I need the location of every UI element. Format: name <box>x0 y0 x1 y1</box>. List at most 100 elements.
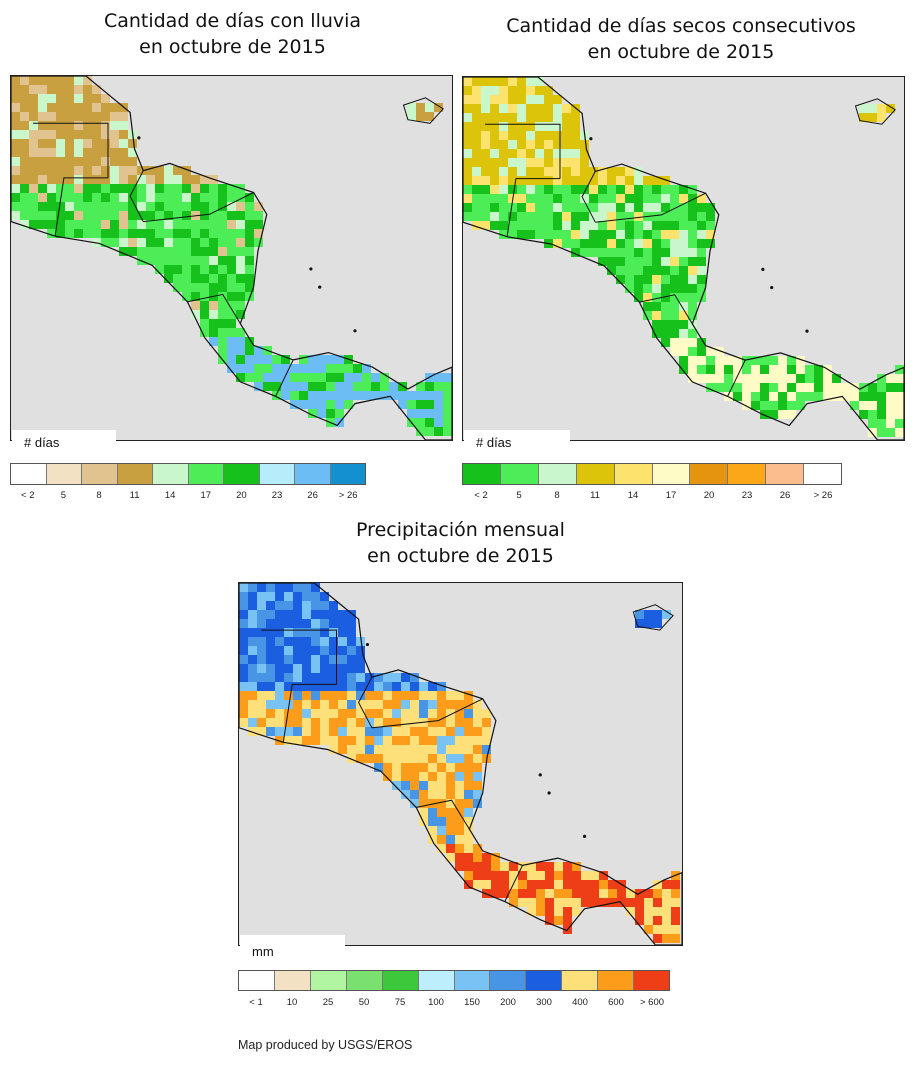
grid-cell <box>437 691 446 700</box>
grid-cell <box>580 203 589 212</box>
grid-cell <box>895 401 904 410</box>
grid-cell <box>553 194 562 203</box>
grid-cell <box>671 880 680 889</box>
grid-cell <box>644 916 653 925</box>
grid-cell <box>308 373 317 382</box>
grid-cell <box>356 673 365 682</box>
grid-cell <box>508 77 517 86</box>
grid-cell <box>671 907 680 916</box>
grid-cell <box>266 664 275 673</box>
grid-cell <box>311 628 320 637</box>
grid-cell <box>428 682 437 691</box>
grid-cell <box>284 709 293 718</box>
grid-cell <box>326 400 335 409</box>
grid-cell <box>787 383 796 392</box>
grid-cell <box>137 220 146 229</box>
grid-cell <box>635 907 644 916</box>
grid-cell <box>796 365 805 374</box>
grid-cell <box>254 238 263 247</box>
grid-cell <box>38 76 47 85</box>
grid-cell <box>254 364 263 373</box>
grid-cell <box>302 718 311 727</box>
grid-cell <box>74 112 83 121</box>
grid-cell <box>248 646 257 655</box>
grid-cell <box>56 76 65 85</box>
grid-cell <box>463 131 472 140</box>
grid-cell <box>65 121 74 130</box>
grid-cell <box>236 202 245 211</box>
grid-cell <box>544 230 553 239</box>
legend-tick-label: 10 <box>286 997 298 1008</box>
grid-cell <box>74 184 83 193</box>
grid-cell <box>499 140 508 149</box>
grid-cell <box>227 364 236 373</box>
grid-cell <box>571 212 580 221</box>
grid-cell <box>491 853 500 862</box>
grid-cell <box>248 619 257 628</box>
legend-swatch <box>562 971 599 990</box>
grid-cell <box>437 781 446 790</box>
grid-cell <box>155 193 164 202</box>
grid-cell <box>545 871 554 880</box>
grid-cell <box>634 257 643 266</box>
grid-cell <box>392 781 401 790</box>
grid-cell <box>119 229 128 238</box>
grid-cell <box>625 257 634 266</box>
grid-cell <box>329 745 338 754</box>
map3-title-line2: en octubre de 2015 <box>367 545 554 567</box>
grid-cell <box>110 193 119 202</box>
grid-cell <box>517 185 526 194</box>
country-border <box>727 359 746 397</box>
grid-cell <box>580 167 589 176</box>
grid-cell <box>284 583 293 592</box>
grid-cell <box>464 817 473 826</box>
grid-cell <box>571 149 580 158</box>
grid-cell <box>643 275 652 284</box>
grid-cell <box>697 230 706 239</box>
legend-swatch <box>454 971 491 990</box>
legend-tick-label: 200 <box>500 997 516 1008</box>
grid-cell <box>616 230 625 239</box>
grid-cell <box>760 392 769 401</box>
grid-cell <box>446 691 455 700</box>
country-border <box>639 294 693 325</box>
grid-cell <box>643 266 652 275</box>
grid-cell <box>751 392 760 401</box>
grid-cell <box>554 862 563 871</box>
grid-cell <box>29 121 38 130</box>
grid-cell <box>769 410 778 419</box>
legend-swatch <box>690 464 729 484</box>
grid-cell <box>434 418 443 427</box>
grid-cell <box>473 709 482 718</box>
grid-cell <box>526 203 535 212</box>
grid-cell <box>590 871 599 880</box>
grid-cell <box>455 700 464 709</box>
grid-cell <box>101 139 110 148</box>
grid-cell <box>236 310 245 319</box>
islet <box>589 137 593 141</box>
grid-cell <box>209 337 218 346</box>
grid-cell <box>490 185 499 194</box>
grid-cell <box>236 346 245 355</box>
grid-cell <box>38 130 47 139</box>
grid-cell <box>119 157 128 166</box>
grid-cell <box>527 862 536 871</box>
grid-cell <box>11 94 20 103</box>
grid-cell <box>500 862 509 871</box>
grid-cell <box>742 374 751 383</box>
grid-cell <box>526 95 535 104</box>
grid-cell <box>437 700 446 709</box>
grid-cell <box>607 176 616 185</box>
grid-cell <box>769 401 778 410</box>
grid-cell <box>688 329 697 338</box>
grid-cell <box>868 383 877 392</box>
grid-cell <box>347 754 356 763</box>
grid-cell <box>284 592 293 601</box>
grid-cell <box>329 601 338 610</box>
grid-cell <box>499 212 508 221</box>
grid-cell <box>164 274 173 283</box>
legend-tick-label: 25 <box>322 997 334 1008</box>
grid-cell <box>589 212 598 221</box>
grid-cell <box>653 619 662 628</box>
grid-cell <box>562 149 571 158</box>
